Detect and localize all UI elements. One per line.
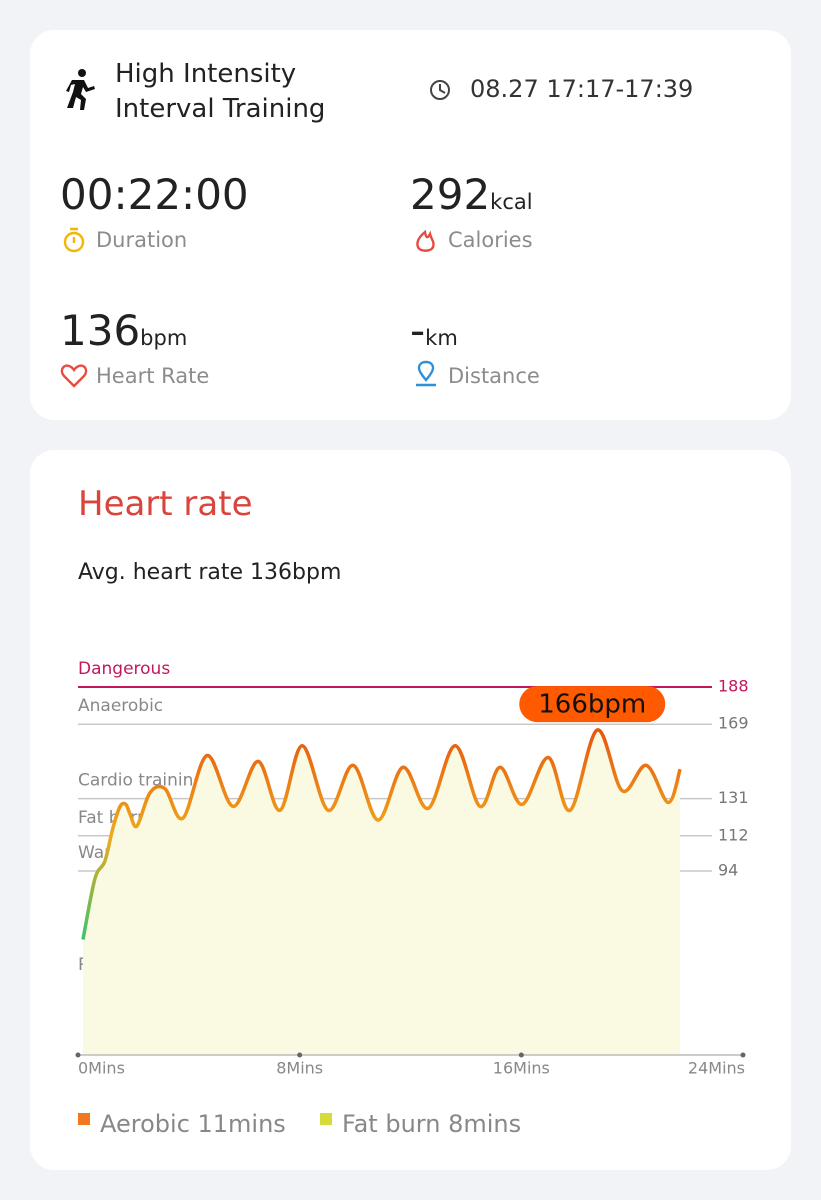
stat: 292kcal [410, 170, 533, 219]
peak-label: 166bpm [538, 690, 646, 720]
stat-unit: kcal [490, 190, 533, 214]
stat-unit: km [425, 326, 458, 350]
y-tick-label: 169 [718, 714, 749, 733]
heart-rate-line [81, 728, 682, 940]
x-tick-label: 0Mins [78, 1059, 125, 1078]
run-icon [66, 69, 95, 110]
peak-badge [519, 686, 666, 723]
legend-swatch [78, 1113, 90, 1125]
clock-icon [430, 80, 450, 100]
stat: -km [410, 306, 458, 355]
stat-value: 136 [60, 306, 141, 355]
stopwatch-icon [63, 227, 85, 253]
stat-value: - [410, 306, 426, 355]
legend-label: Fat burn 8mins [342, 1110, 521, 1138]
x-tick-label: 16Mins [493, 1059, 550, 1078]
x-tick [740, 1052, 746, 1058]
section-title: Heart rate [78, 484, 253, 524]
summary-card [30, 30, 791, 420]
y-tick-label: 112 [718, 825, 749, 844]
stat-label: Calories [448, 228, 533, 252]
heart-icon [60, 364, 88, 388]
stat-value: 292 [410, 170, 491, 219]
location-icon [416, 360, 436, 387]
stat-unit: bpm [140, 326, 188, 350]
legend-label: Aerobic 11mins [100, 1110, 286, 1138]
y-tick-label: 94 [718, 861, 738, 880]
stat-label: Distance [448, 364, 540, 388]
x-tick [75, 1052, 81, 1058]
legend-swatch [320, 1113, 332, 1125]
zone-label: Dangerous [78, 659, 170, 679]
zone-label: Anaerobic [78, 696, 163, 716]
workout-title: High Intensity Interval Training [115, 59, 326, 124]
stat: 136bpm [60, 306, 187, 355]
y-tick-label: 188 [718, 677, 749, 696]
line-area [82, 729, 681, 1055]
stat-value: 00:22:00 [60, 170, 249, 219]
x-tick-label: 8Mins [276, 1059, 323, 1078]
x-tick-label: 24Mins [688, 1059, 745, 1078]
zone-label: Cardio training [78, 771, 204, 791]
flame-icon [416, 229, 435, 252]
y-tick-label: 131 [718, 788, 749, 807]
icons [60, 69, 450, 388]
stat-label: Duration [96, 228, 188, 252]
workout-time: 08.27 17:17-17:39 [470, 75, 694, 103]
x-tick [297, 1052, 303, 1058]
x-tick [518, 1052, 524, 1058]
stat-label: Heart Rate [96, 364, 210, 388]
average-text: Avg. heart rate 136bpm [78, 560, 342, 585]
